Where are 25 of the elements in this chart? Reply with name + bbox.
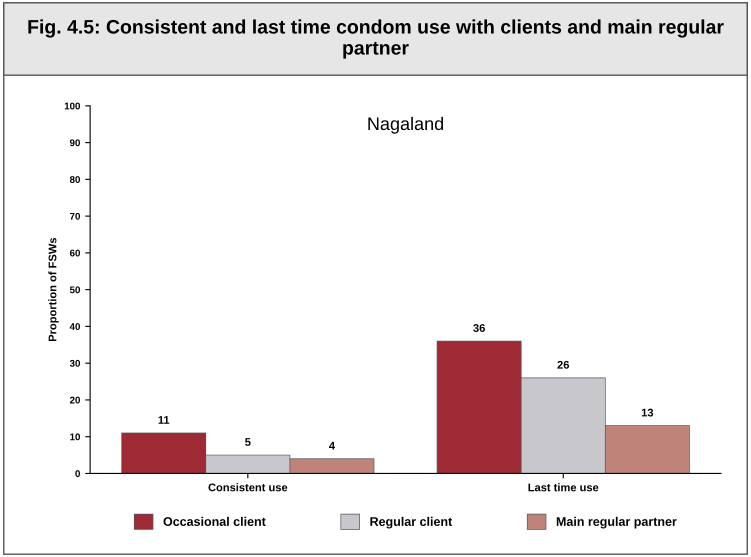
data-label: 5 [245, 438, 251, 446]
y-tick-label: 100 [64, 102, 80, 110]
data-label: 4 [329, 442, 335, 450]
legend-label: Main regular partner [556, 516, 677, 529]
chart-title: Fig. 4.5: Consistent and last time condom use with clients and main regular partner [28, 19, 724, 59]
y-tick-label: 90 [70, 139, 80, 146]
legend-label: Occasional client [164, 516, 266, 526]
data-label: 26 [557, 360, 570, 369]
y-axis-title: Proportion of FSWs [48, 238, 59, 342]
x-tick-label: Last time use [528, 483, 598, 492]
data-label: 11 [158, 416, 170, 424]
y-tick-label: 10 [70, 433, 80, 440]
data-label: 13 [642, 408, 654, 417]
y-tick-label: 20 [70, 396, 80, 404]
y-tick-label: 40 [70, 323, 80, 330]
y-tick-label: 0 [75, 470, 80, 478]
text: Nagaland [368, 116, 444, 134]
y-tick-label: 80 [70, 176, 80, 183]
legend-label: Regular client [370, 516, 452, 529]
data-label: 36 [473, 324, 485, 332]
y-tick-label: 70 [70, 212, 80, 220]
y-tick-label: 60 [70, 250, 80, 256]
x-tick-label: Consistent use [208, 483, 288, 492]
y-tick-label: 50 [70, 286, 80, 294]
y-tick-label: 30 [70, 360, 80, 367]
